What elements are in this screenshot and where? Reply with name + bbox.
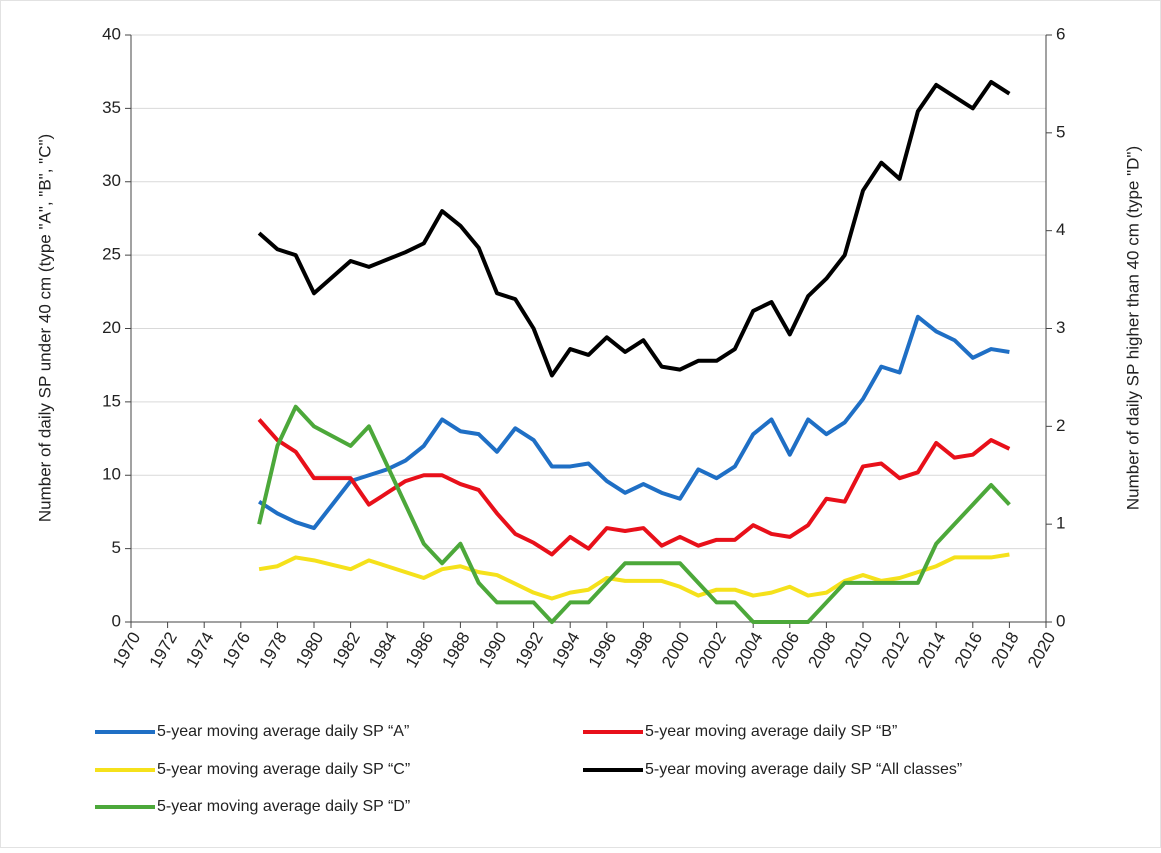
y2-tick-label: 5 [1056,122,1065,141]
x-tick-label: 1994 [548,629,583,671]
y2-tick-label: 3 [1056,318,1065,337]
x-tick-label: 1992 [512,629,547,671]
x-tick-label: 1996 [585,629,620,671]
legend-label: 5-year moving average daily SP “A” [157,723,409,740]
x-tick-label: 2004 [731,629,766,671]
y2-axis-title: Number of daily SP higher than 40 cm (ty… [1123,146,1142,510]
y-axis-title: Number of daily SP under 40 cm (type "A"… [35,134,54,522]
x-tick-label: 2006 [768,629,803,671]
legend-label: 5-year moving average daily SP “All clas… [645,761,962,778]
y2-tick-label: 1 [1056,514,1065,533]
x-tick-label: 1980 [292,629,327,671]
y-tick-label: 10 [102,465,121,484]
y-tick-label: 25 [102,245,121,264]
y-tick-label: 20 [102,318,121,337]
line-series [258,314,1010,531]
x-tick-label: 1984 [365,629,400,671]
x-tick-label: 1974 [182,629,217,671]
line-series [257,79,1011,378]
x-tick-label: 1972 [146,629,181,671]
y-tick-label: 40 [102,24,121,43]
x-tick-label: 2020 [1024,629,1059,671]
x-tick-label: 1978 [255,629,290,671]
y2-tick-label: 6 [1056,24,1065,43]
x-tick-label: 2002 [695,629,730,671]
x-tick-label: 1976 [219,629,254,671]
x-tick-label: 1988 [438,629,473,671]
x-tick-label: 1982 [329,629,364,671]
x-tick-label: 2000 [658,629,693,671]
x-tick-label: 2016 [951,629,986,671]
x-tick-label: 1998 [621,629,656,671]
y-tick-label: 30 [102,171,121,190]
y-tick-label: 0 [112,611,121,630]
y-tick-label: 15 [102,391,121,410]
legend-label: 5-year moving average daily SP “B” [645,723,897,740]
x-tick-label: 2018 [987,629,1022,671]
y-tick-label: 35 [102,98,121,117]
legend-label: 5-year moving average daily SP “C” [157,761,410,778]
x-tick-label: 1970 [109,629,144,671]
x-tick-label: 2010 [841,629,876,671]
y-tick-label: 5 [112,538,121,557]
x-tick-label: 2008 [804,629,839,671]
y2-tick-label: 4 [1056,220,1065,239]
y2-tick-label: 0 [1056,611,1065,630]
line-series [257,404,1011,624]
y2-tick-label: 2 [1056,416,1065,435]
x-tick-label: 2012 [878,629,913,671]
x-tick-label: 1990 [475,629,510,671]
x-tick-label: 1986 [402,629,437,671]
legend-label: 5-year moving average daily SP “D” [157,798,410,815]
line-series [258,552,1010,601]
line-series [257,418,1011,557]
x-tick-label: 2014 [914,629,949,671]
